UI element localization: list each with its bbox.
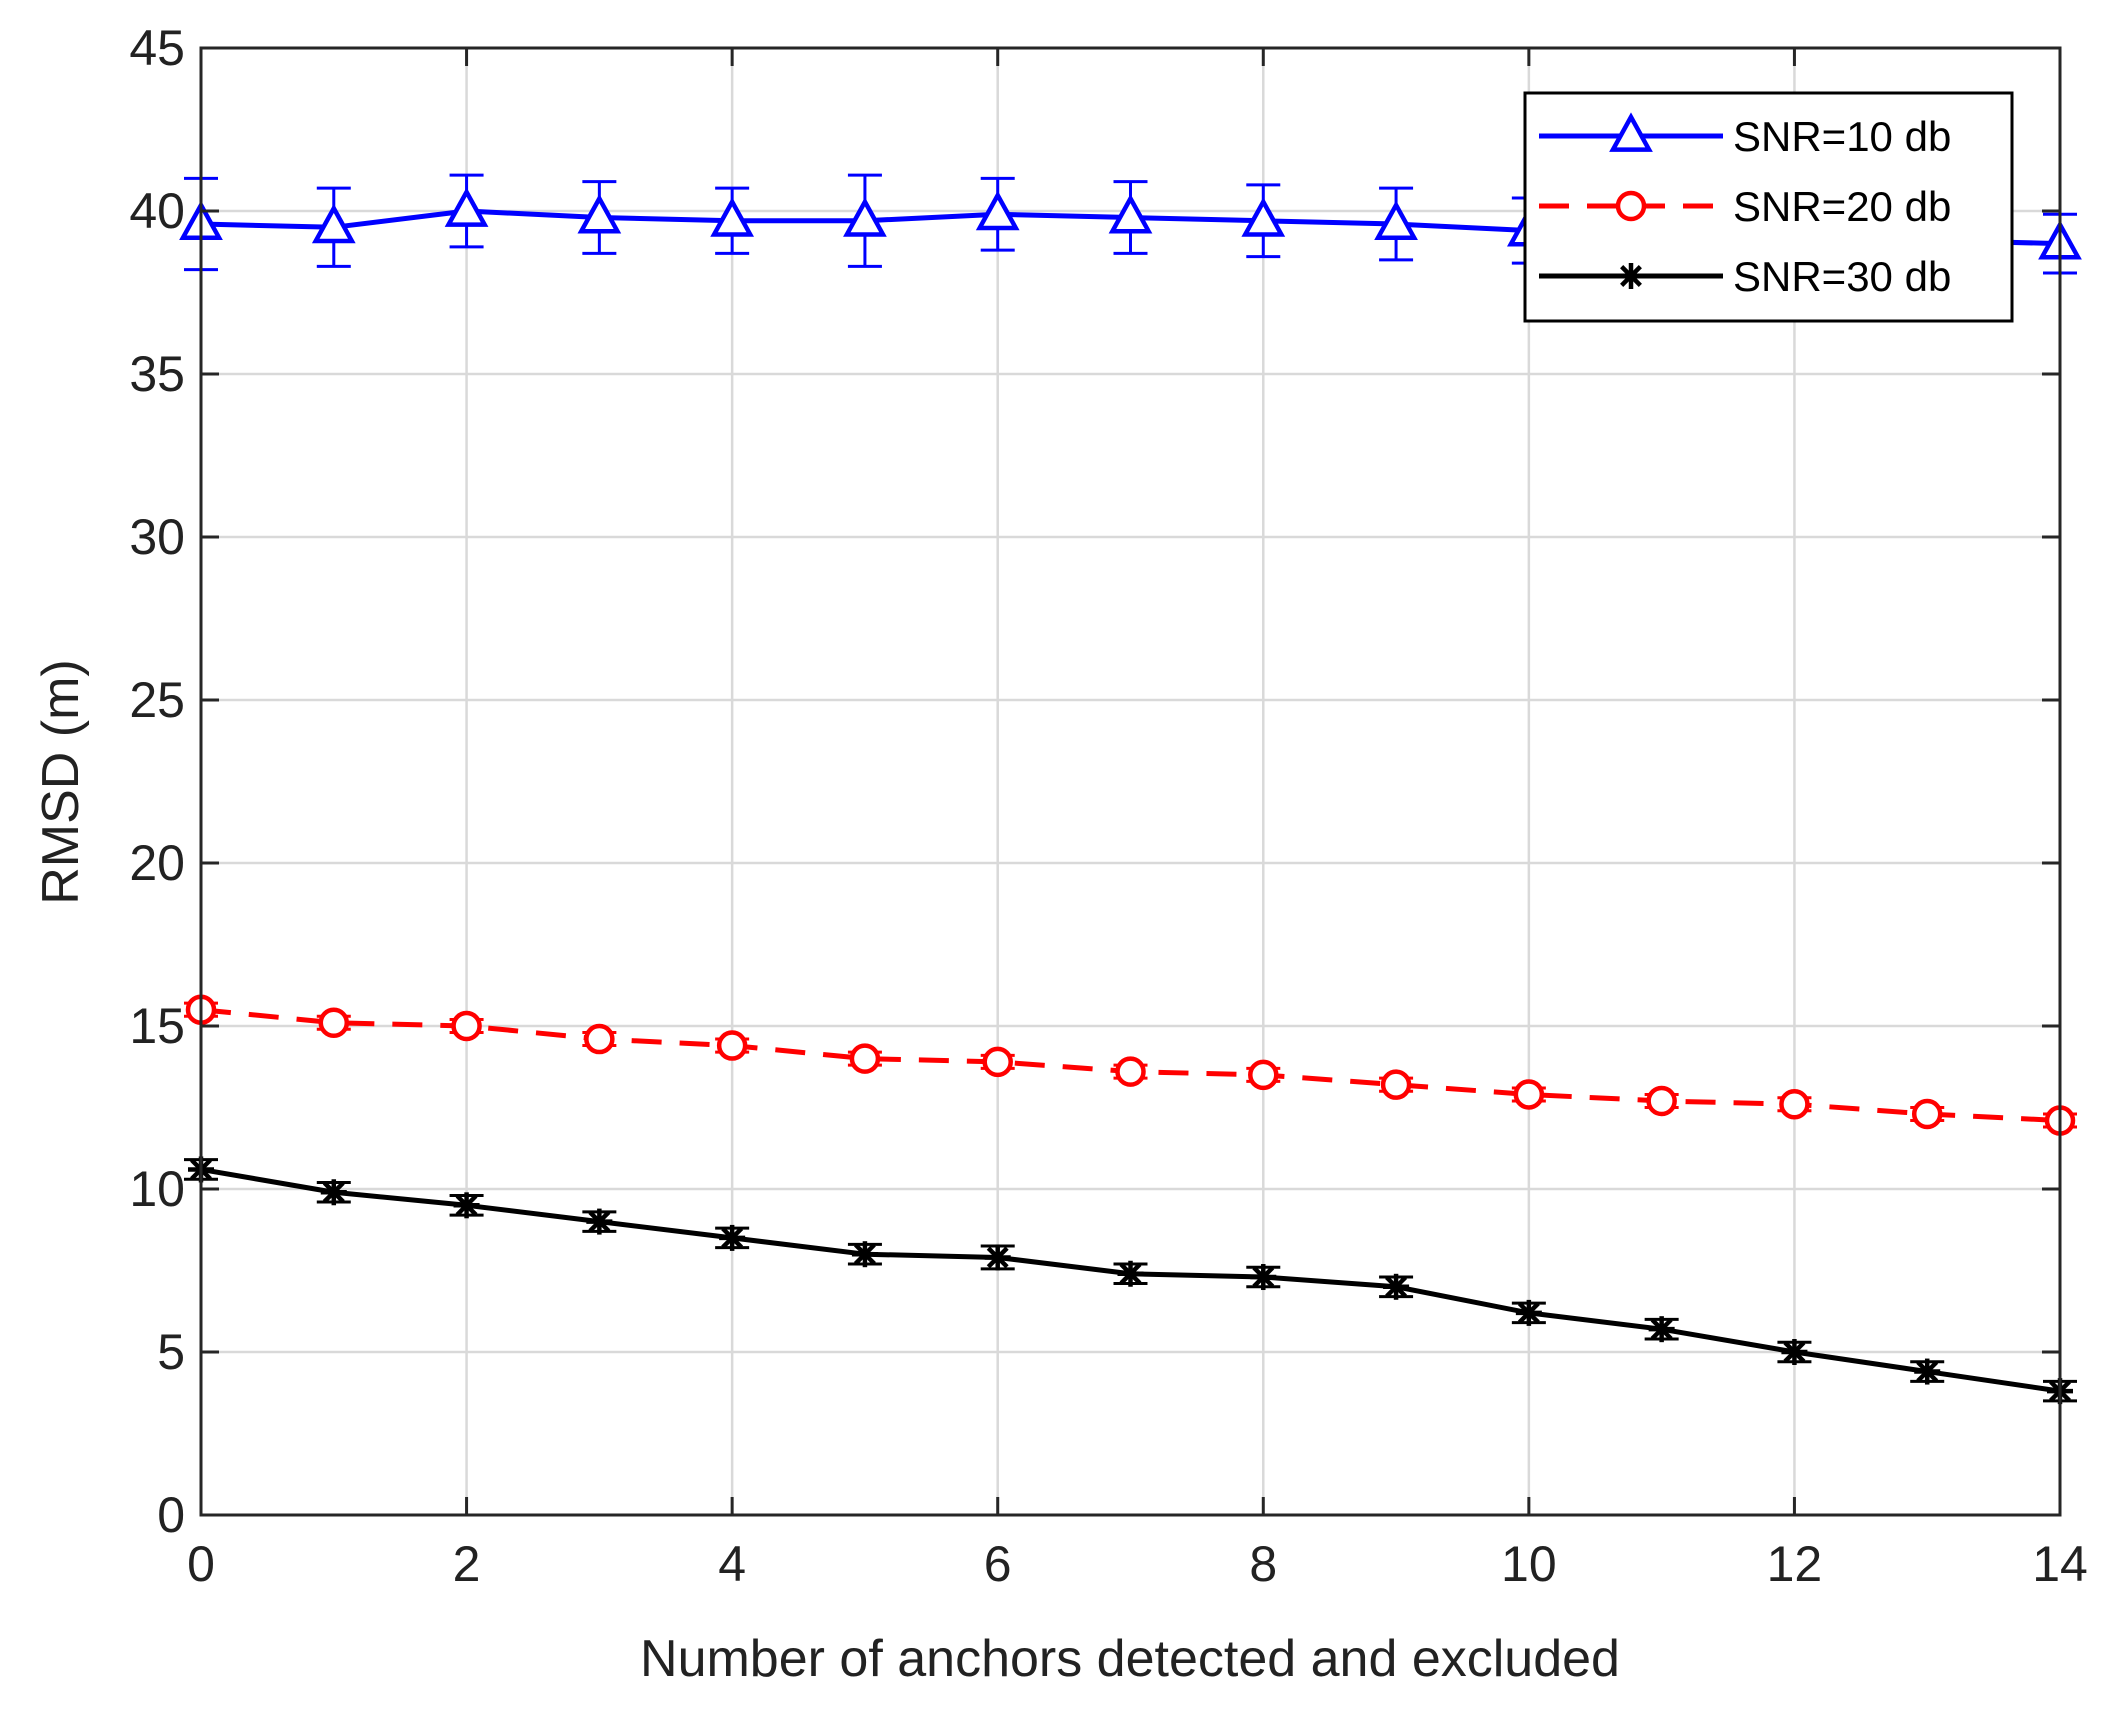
- marker-stroke: [1620, 265, 1642, 287]
- marker-stroke: [588, 1210, 611, 1233]
- legend-label: SNR=30 db: [1733, 253, 1951, 300]
- data-point: [1250, 1264, 1277, 1291]
- data-point: [1781, 1339, 1808, 1365]
- x-tick-label: 2: [453, 1536, 481, 1592]
- series-2: [184, 1156, 2077, 1405]
- data-point: [1117, 1260, 1144, 1287]
- marker-stroke: [1650, 1318, 1673, 1341]
- y-tick-label: 25: [129, 672, 185, 728]
- data-point: [849, 1043, 881, 1074]
- data-point: [318, 1007, 350, 1038]
- y-tick-label: 0: [157, 1487, 185, 1543]
- legend-label: SNR=10 db: [1733, 113, 1951, 160]
- data-point: [311, 203, 356, 244]
- marker-stroke: [721, 1226, 744, 1249]
- marker-stroke: [455, 1194, 478, 1217]
- marker-stroke: [322, 1181, 345, 1204]
- data-point: [982, 1046, 1013, 1078]
- marker-stroke: [1252, 1266, 1275, 1288]
- data-point: [586, 1208, 613, 1235]
- legend: SNR=10 db SNR=20 db SNR=30 db: [1523, 91, 2014, 323]
- data-point: [1914, 1358, 1941, 1385]
- y-axis-label: RMSD (m): [32, 659, 90, 905]
- data-point: [851, 1241, 878, 1268]
- x-tick-label: 8: [1249, 1536, 1277, 1592]
- y-tick-label: 30: [129, 509, 185, 565]
- x-axis-label: Number of anchors detected and excluded: [640, 1630, 1620, 1688]
- data-point: [1911, 1098, 1943, 1130]
- y-tick-label: 40: [129, 183, 185, 239]
- marker-stroke: [1517, 1301, 1540, 1324]
- x-tick-label: 0: [187, 1536, 215, 1592]
- data-point: [984, 1244, 1011, 1271]
- data-point: [843, 197, 887, 237]
- y-tick-label: 35: [129, 346, 185, 402]
- y-tick-label: 45: [129, 20, 185, 76]
- legend-item: SNR=20 db: [1539, 183, 1951, 230]
- data-point: [975, 190, 1020, 231]
- x-tick-label: 14: [2032, 1536, 2088, 1592]
- data-point: [453, 1192, 480, 1219]
- data-point: [1374, 200, 1418, 240]
- data-point: [1383, 1273, 1410, 1300]
- marker-stroke: [1916, 1360, 1939, 1383]
- y-tick-label: 20: [129, 835, 185, 891]
- data-point: [451, 1010, 482, 1042]
- y-tick-label: 5: [157, 1324, 185, 1380]
- legend-marker: [1609, 112, 1653, 152]
- y-tick-label: 15: [129, 998, 185, 1054]
- data-point: [1115, 1056, 1146, 1087]
- data-point: [1241, 197, 1286, 237]
- marker-stroke: [1783, 1341, 1806, 1363]
- data-point: [710, 197, 755, 237]
- legend-label: SNR=20 db: [1733, 183, 1951, 230]
- data-point: [1380, 1069, 1412, 1100]
- legend-item: SNR=10 db: [1539, 112, 1951, 160]
- data-point: [1648, 1316, 1675, 1343]
- x-tick-label: 10: [1501, 1536, 1557, 1592]
- data-point: [1248, 1059, 1279, 1091]
- x-tick-label: 6: [984, 1536, 1012, 1592]
- data-point: [1108, 193, 1153, 234]
- marker-stroke: [853, 1243, 876, 1266]
- data-point: [584, 1023, 615, 1055]
- data-point: [716, 1030, 748, 1061]
- legend-item: SNR=30 db: [1539, 253, 1951, 300]
- legend-marker: [1615, 190, 1647, 222]
- data-point: [719, 1224, 746, 1251]
- marker-stroke: [1385, 1275, 1408, 1298]
- x-tick-label: 12: [1767, 1536, 1823, 1592]
- marker-stroke: [1119, 1262, 1142, 1285]
- marker-stroke: [986, 1246, 1009, 1269]
- plot-area-border: [199, 46, 2062, 1517]
- data-point: [1513, 1079, 1545, 1110]
- data-point: [1646, 1085, 1677, 1117]
- x-tick-label: 4: [718, 1536, 746, 1592]
- y-tick-label: 10: [129, 1161, 185, 1217]
- data-point: [1515, 1299, 1542, 1326]
- legend-marker: [1618, 263, 1644, 289]
- data-point: [577, 193, 622, 234]
- tick-layer: 0 2 4 6 8 10 12 14 0 5 10 15 20 25 30 35 40 45: [129, 20, 2087, 1592]
- data-point: [1779, 1088, 1810, 1120]
- data-point: [320, 1179, 347, 1206]
- data-point: [444, 187, 489, 227]
